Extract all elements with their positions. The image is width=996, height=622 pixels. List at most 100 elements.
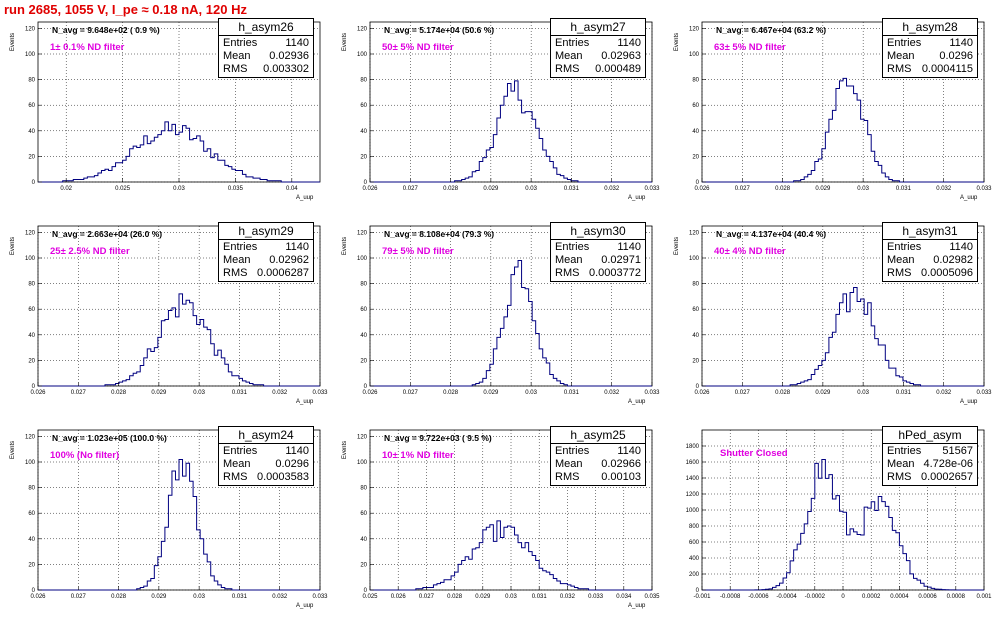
x-tick-label: 0.04 (286, 186, 298, 192)
stats-row-mean: Mean 0.02963 (551, 49, 645, 62)
stats-title: h_asym24 (219, 427, 313, 444)
stats-box: h_asym26 Entries 1140 Mean 0.02936 RMS 0.00330… (218, 18, 314, 78)
stats-key: RMS (223, 63, 248, 75)
x-tick-label: 0.027 (403, 390, 419, 396)
stats-key: Mean (555, 458, 583, 470)
y-tick-label: 0 (696, 588, 700, 594)
navg-label: N_avg = 6.467e+04 (63.2 %) (716, 25, 827, 35)
x-tick-label: 0.031 (564, 186, 580, 192)
y-tick-label: 40 (692, 333, 699, 339)
y-tick-label: 0 (32, 588, 36, 594)
stats-key: RMS (887, 267, 912, 279)
y-tick-label: 0 (364, 384, 368, 390)
y-tick-label: 0 (364, 180, 368, 186)
filter-label: 10± 1% ND filter (382, 450, 454, 461)
x-tick-label: 0.026 (362, 186, 378, 192)
stats-key: RMS (555, 267, 580, 279)
panel-h_asym26: 0.02 0.025 0.03 0.035 0.04 0 20 40 60 80 100 120 Eve… (4, 18, 324, 214)
stats-value: 1140 (617, 445, 641, 457)
stats-value: 1140 (617, 37, 641, 49)
x-tick-label: 0.02 (60, 186, 72, 192)
panel-h_asym27: 0.026 0.027 0.028 0.029 0.03 0.031 0.032 0.033 0… (336, 18, 660, 214)
stats-title: h_asym29 (219, 223, 313, 240)
plot-frame (369, 21, 653, 183)
panel-h_asym24: 0.026 0.027 0.028 0.029 0.03 0.031 0.032 0.033 0… (4, 426, 328, 622)
x-axis-title: A_uup (628, 195, 646, 201)
x-tick-label: 0.029 (483, 186, 499, 192)
x-tick-label: -0.001 (693, 594, 711, 600)
stats-value: 0.0296 (275, 458, 309, 470)
stats-value: 0.02982 (933, 254, 973, 266)
x-tick-label: 0.028 (775, 390, 791, 396)
y-tick-label: 20 (692, 154, 699, 160)
y-tick-label: 40 (28, 333, 35, 339)
navg-label: N_avg = 9.722e+03 ( 9.5 %) (384, 433, 492, 443)
stats-key: Mean (887, 50, 915, 62)
x-tick-label: -0.0008 (720, 594, 741, 600)
x-tick-label: 0.031 (232, 390, 248, 396)
stats-box: h_asym24 Entries 1140 Mean 0.0296 RMS 0.000358… (218, 426, 314, 486)
y-tick-label: 200 (689, 572, 700, 578)
filter-label: 50± 5% ND filter (382, 42, 454, 53)
y-tick-label: 120 (689, 26, 700, 32)
stats-value: 1140 (285, 445, 309, 457)
y-tick-label: 1800 (686, 444, 700, 450)
x-axis-title: A_uup (628, 603, 646, 609)
y-tick-label: 60 (692, 103, 699, 109)
y-tick-label: 120 (357, 230, 368, 236)
x-tick-label: 0.03 (193, 390, 205, 396)
stats-key: Entries (223, 37, 258, 49)
y-axis-title: Events (10, 33, 16, 51)
panel-h_asym31: 0.026 0.027 0.028 0.029 0.03 0.031 0.032 0.033 0… (668, 222, 992, 418)
y-tick-label: 400 (689, 556, 700, 562)
stats-row-entries: Entries 1140 (551, 240, 645, 253)
x-tick-label: 0.03 (193, 594, 205, 600)
stats-row-entries: Entries 1140 (883, 36, 977, 49)
stats-value: 0.0296 (939, 50, 973, 62)
stats-row-entries: Entries 1140 (219, 444, 313, 457)
histogram-line (702, 286, 984, 387)
stats-key: Entries (555, 445, 590, 457)
y-tick-label: 60 (28, 307, 35, 313)
filter-label: 79± 5% ND filter (382, 246, 454, 257)
stats-row-entries: Entries 1140 (883, 240, 977, 253)
y-tick-label: 0 (696, 384, 700, 390)
x-tick-label: 0.027 (71, 594, 87, 600)
stats-title: h_asym25 (551, 427, 645, 444)
stats-row-entries: Entries 1140 (219, 240, 313, 253)
stats-row-mean: Mean 0.02971 (551, 253, 645, 266)
stats-value: 1140 (285, 241, 309, 253)
stats-key: Entries (555, 241, 590, 253)
histogram-line (38, 293, 320, 387)
stats-value: 0.0006287 (257, 267, 309, 279)
y-tick-label: 80 (692, 282, 699, 288)
stats-value: 51567 (942, 445, 973, 457)
y-tick-label: 1600 (686, 460, 700, 466)
x-tick-label: 0.03 (505, 594, 517, 600)
stats-value: 0.0003583 (257, 471, 309, 483)
x-tick-label: 0.033 (312, 390, 328, 396)
x-tick-label: 0.027 (71, 390, 87, 396)
panel-h_asym29: 0.026 0.027 0.028 0.029 0.03 0.031 0.032 0.033 0… (4, 222, 328, 418)
x-tick-label: 0.026 (30, 594, 46, 600)
x-tick-label: 0.026 (391, 594, 407, 600)
x-tick-label: 0.029 (483, 390, 499, 396)
y-tick-label: 20 (360, 562, 367, 568)
x-tick-label: 0.032 (560, 594, 576, 600)
stats-value: 0.0005096 (921, 267, 973, 279)
x-tick-label: 0.028 (111, 594, 127, 600)
x-tick-label: 0.035 (644, 594, 660, 600)
x-tick-label: 0.029 (151, 594, 167, 600)
y-tick-label: 40 (360, 537, 367, 543)
stats-row-rms: RMS 0.0003772 (551, 266, 645, 279)
x-tick-label: 0.032 (604, 390, 620, 396)
stats-key: Mean (223, 50, 251, 62)
stats-key: Entries (887, 445, 922, 457)
x-tick-label: 0.025 (115, 186, 131, 192)
x-tick-label: 0.027 (735, 390, 751, 396)
histogram-line (370, 520, 652, 591)
stats-key: RMS (223, 471, 248, 483)
x-tick-label: 0.03 (525, 390, 537, 396)
stats-box: h_asym27 Entries 1140 Mean 0.02963 RMS 0.00048… (550, 18, 646, 78)
y-tick-label: 120 (689, 230, 700, 236)
